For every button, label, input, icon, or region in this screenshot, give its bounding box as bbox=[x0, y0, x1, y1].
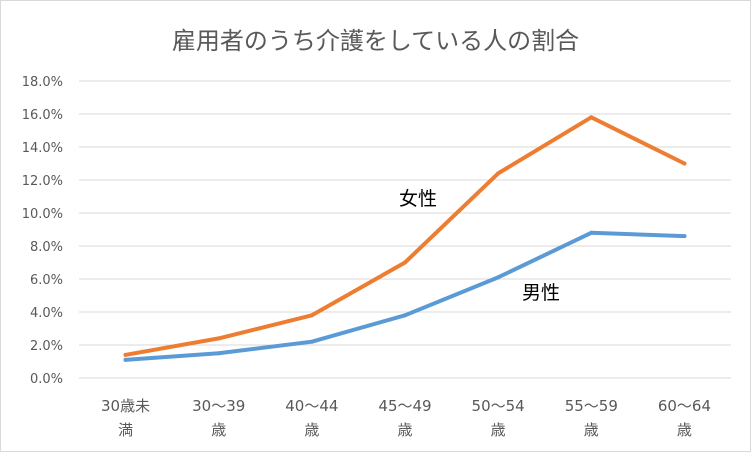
data-point bbox=[217, 336, 221, 340]
y-axis-ticks: 0.0% 2.0% 4.0% 6.0% 8.0% 10.0% 12.0% 14.0% 16.0%… bbox=[22, 75, 63, 387]
x-category-label: 60～64 bbox=[658, 397, 711, 415]
y-tick-label: 18.0% bbox=[22, 75, 63, 90]
y-tick-label: 8.0% bbox=[30, 240, 63, 255]
y-tick-label: 12.0% bbox=[22, 174, 63, 189]
series-label-1: 男性 bbox=[522, 282, 560, 304]
x-category-label: 55～59 bbox=[565, 397, 618, 415]
data-point bbox=[124, 353, 128, 357]
x-category-label-line2: 歳 bbox=[211, 421, 226, 439]
x-category-label-line2: 満 bbox=[118, 421, 133, 439]
x-category-label-line2: 歳 bbox=[397, 421, 412, 439]
y-tick-label: 4.0% bbox=[30, 306, 63, 321]
data-point bbox=[496, 171, 500, 175]
x-category-label: 30歳未 bbox=[101, 397, 150, 415]
data-point bbox=[403, 313, 407, 317]
y-tick-label: 6.0% bbox=[30, 273, 63, 288]
y-tick-label: 2.0% bbox=[30, 339, 63, 354]
data-point bbox=[589, 115, 593, 119]
y-tick-label: 0.0% bbox=[30, 372, 63, 387]
gridlines bbox=[79, 81, 731, 378]
x-category-label: 50～54 bbox=[472, 397, 525, 415]
y-tick-label: 16.0% bbox=[22, 108, 63, 123]
series-lines bbox=[124, 115, 687, 362]
data-point bbox=[589, 231, 593, 235]
data-point bbox=[124, 358, 128, 362]
data-point bbox=[682, 234, 686, 238]
data-point bbox=[310, 340, 314, 344]
y-tick-label: 10.0% bbox=[22, 207, 63, 222]
x-category-label: 45～49 bbox=[378, 397, 431, 415]
x-category-label: 40～44 bbox=[285, 397, 338, 415]
x-category-label-line2: 歳 bbox=[491, 421, 506, 439]
y-tick-label: 14.0% bbox=[22, 141, 63, 156]
x-category-label-line2: 歳 bbox=[304, 421, 319, 439]
data-point bbox=[310, 313, 314, 317]
x-category-label: 30～39 bbox=[192, 397, 245, 415]
x-category-label-line2: 歳 bbox=[677, 421, 692, 439]
data-point bbox=[496, 275, 500, 279]
x-category-label-line2: 歳 bbox=[584, 421, 599, 439]
data-point bbox=[217, 351, 221, 355]
data-point bbox=[682, 162, 686, 166]
data-point bbox=[403, 261, 407, 265]
series-line-0 bbox=[126, 117, 685, 355]
series-label-0: 女性 bbox=[399, 188, 437, 210]
